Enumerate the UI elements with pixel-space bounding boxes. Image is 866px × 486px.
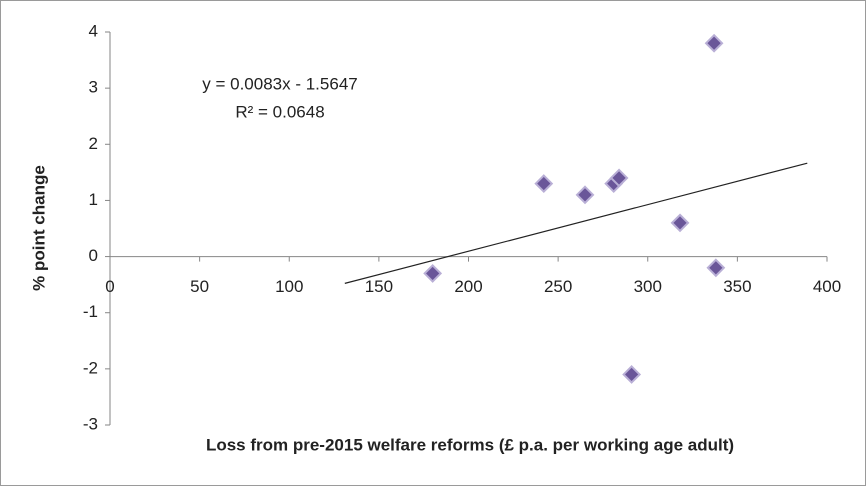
y-axis-title: % point change xyxy=(29,165,48,291)
point xyxy=(670,213,690,233)
point xyxy=(706,258,726,278)
point xyxy=(622,365,642,384)
x-tick-label: 400 xyxy=(813,277,841,296)
point xyxy=(423,263,443,283)
y-tick-label: 2 xyxy=(89,134,98,153)
point xyxy=(575,185,595,205)
x-tick-label: 200 xyxy=(454,277,482,296)
y-tick-label: -1 xyxy=(83,302,98,321)
x-tick-label: 150 xyxy=(365,277,393,296)
trendline xyxy=(344,162,808,284)
x-tick-label: 0 xyxy=(105,277,114,296)
y-tick-label: 3 xyxy=(89,78,98,97)
y-tick-label: 0 xyxy=(89,246,98,265)
y-tick-label: -2 xyxy=(83,358,98,377)
trendline-r-squared: R² = 0.0648 xyxy=(235,102,324,121)
x-tick-label: 50 xyxy=(190,277,209,296)
x-tick-label: 350 xyxy=(723,277,751,296)
x-tick-label: 250 xyxy=(544,277,572,296)
y-tick-label: 1 xyxy=(89,190,98,209)
point xyxy=(609,168,629,188)
point xyxy=(534,174,554,194)
x-tick-label: 100 xyxy=(275,277,303,296)
y-tick-label: -3 xyxy=(83,414,98,433)
y-tick-label: 4 xyxy=(89,21,98,40)
point xyxy=(704,33,724,53)
x-axis-title: Loss from pre-2015 welfare reforms (£ p.… xyxy=(206,435,734,454)
trendline-equation: y = 0.0083x - 1.5647 xyxy=(202,74,357,93)
x-tick-label: 300 xyxy=(634,277,662,296)
